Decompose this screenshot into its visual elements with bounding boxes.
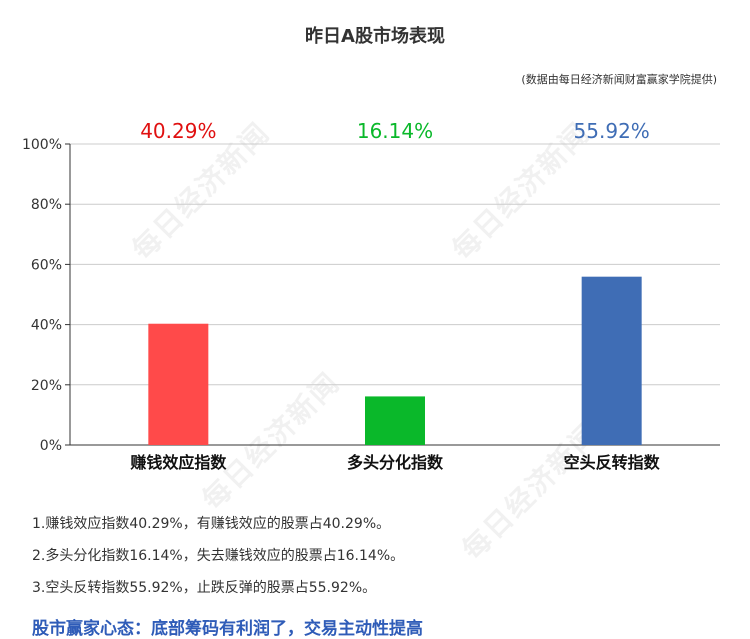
note-item: 2.多头分化指数16.14%，失去赚钱效应的股票占16.14%。 (32, 548, 405, 564)
bar (581, 276, 642, 445)
y-tick-label: 0% (40, 438, 62, 454)
y-tick-label: 100% (22, 137, 62, 153)
y-tick-label: 20% (31, 378, 62, 394)
x-tick-label: 赚钱效应指数 (129, 453, 227, 472)
bar-value-label: 55.92% (574, 119, 650, 143)
bar-chart: 0% 20% 40% 60% 80% 100% 40.29% 赚钱效应指数 16.14% 多头分化… (22, 119, 720, 472)
y-tick-label: 40% (31, 318, 62, 334)
bar-value-label: 16.14% (357, 119, 433, 143)
notes-list: 1.赚钱效应指数40.29%，有赚钱效应的股票占40.29%。 2.多头分化指数… (32, 508, 404, 604)
y-tick-label: 80% (31, 197, 62, 213)
bar (148, 323, 209, 445)
chart-title: 昨日A股市场表现 (305, 26, 445, 47)
bar-value-label: 40.29% (140, 119, 216, 143)
market-mood-text: 股市赢家心态：底部筹码有利润了，交易主动性提高 (32, 619, 423, 639)
x-tick-label: 空头反转指数 (564, 453, 661, 472)
bar (365, 396, 425, 445)
note-item: 3.空头反转指数55.92%，止跌反弹的股票占55.92%。 (32, 580, 377, 596)
note-item: 1.赚钱效应指数40.29%，有赚钱效应的股票占40.29%。 (32, 516, 391, 532)
x-tick-label: 多头分化指数 (347, 453, 444, 472)
y-tick-label: 60% (31, 257, 62, 273)
data-source-note: (数据由每日经济新闻财富赢家学院提供) (521, 73, 717, 86)
